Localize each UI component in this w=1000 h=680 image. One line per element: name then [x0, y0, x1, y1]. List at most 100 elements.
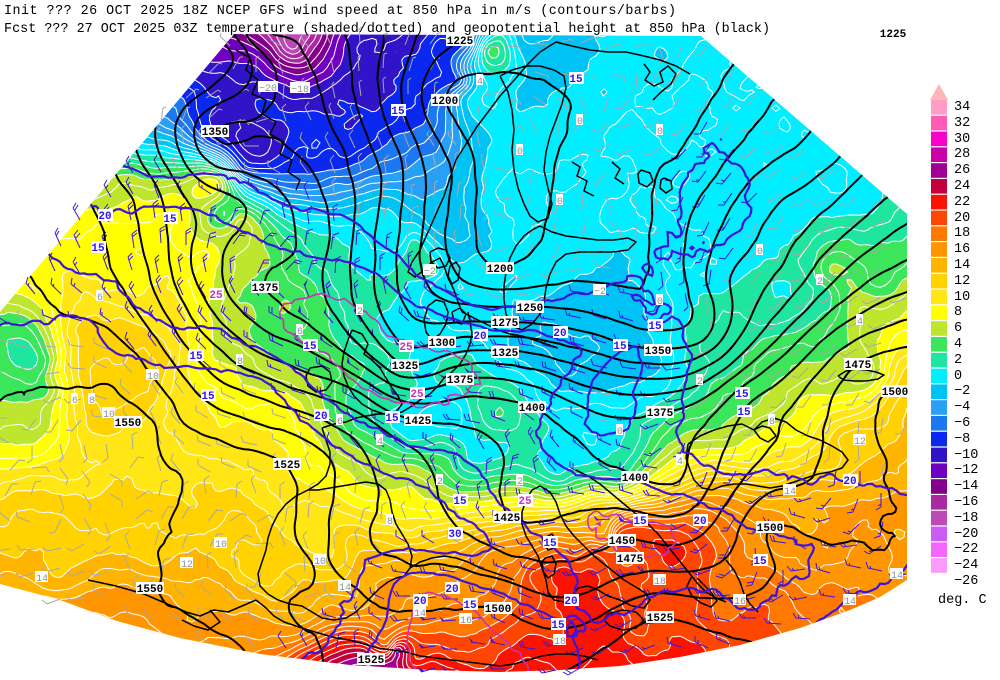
svg-text:14: 14: [339, 583, 351, 594]
svg-text:−2: −2: [424, 267, 436, 278]
svg-text:12: 12: [854, 437, 866, 448]
svg-text:1400: 1400: [519, 403, 545, 415]
svg-text:14: 14: [891, 571, 903, 582]
svg-text:14: 14: [954, 258, 970, 273]
svg-text:15: 15: [569, 74, 583, 86]
svg-text:1525: 1525: [274, 460, 301, 472]
svg-text:10: 10: [954, 290, 970, 305]
svg-text:0: 0: [954, 369, 962, 384]
svg-text:−4: −4: [954, 400, 970, 415]
svg-text:25: 25: [410, 389, 424, 401]
svg-text:4: 4: [857, 317, 863, 328]
svg-text:−12: −12: [954, 463, 978, 478]
svg-text:−20: −20: [954, 527, 978, 542]
svg-text:8: 8: [769, 417, 775, 428]
svg-text:2: 2: [357, 307, 363, 318]
svg-text:20: 20: [564, 596, 577, 608]
svg-text:1325: 1325: [492, 348, 519, 360]
svg-text:18: 18: [654, 577, 666, 588]
svg-text:15: 15: [737, 407, 751, 419]
svg-text:8: 8: [237, 357, 243, 368]
svg-text:20: 20: [98, 211, 111, 223]
svg-text:30: 30: [448, 529, 461, 541]
svg-text:15: 15: [391, 106, 405, 118]
svg-text:15: 15: [385, 413, 399, 425]
svg-text:25: 25: [518, 496, 532, 508]
svg-text:20: 20: [693, 516, 706, 528]
svg-text:15: 15: [633, 516, 647, 528]
svg-text:1450: 1450: [609, 536, 635, 548]
svg-text:1525: 1525: [647, 613, 674, 625]
svg-text:deg. C: deg. C: [938, 593, 987, 608]
svg-text:1200: 1200: [487, 264, 513, 276]
svg-text:1525: 1525: [358, 655, 385, 667]
svg-text:−18: −18: [291, 85, 309, 96]
svg-text:1375: 1375: [447, 375, 474, 387]
svg-text:18: 18: [954, 226, 970, 241]
svg-text:−22: −22: [954, 542, 978, 557]
svg-text:22: 22: [954, 195, 970, 210]
svg-text:1500: 1500: [757, 523, 783, 535]
svg-text:0: 0: [657, 127, 663, 138]
svg-text:−26: −26: [954, 574, 978, 589]
svg-text:10: 10: [147, 372, 159, 383]
svg-text:15: 15: [189, 351, 203, 363]
svg-text:8: 8: [387, 517, 393, 528]
svg-text:12: 12: [954, 274, 970, 289]
svg-text:15: 15: [91, 243, 105, 255]
svg-text:16: 16: [954, 242, 970, 257]
svg-text:20: 20: [413, 596, 426, 608]
svg-text:2: 2: [697, 377, 703, 388]
svg-text:1475: 1475: [845, 360, 872, 372]
svg-text:8: 8: [954, 305, 962, 320]
svg-text:4: 4: [954, 337, 962, 352]
svg-text:10: 10: [314, 557, 326, 568]
svg-text:30: 30: [954, 132, 970, 147]
svg-text:14: 14: [36, 574, 48, 585]
svg-text:1300: 1300: [429, 338, 455, 350]
svg-text:6: 6: [954, 321, 962, 336]
svg-text:1550: 1550: [115, 418, 141, 430]
svg-text:1500: 1500: [882, 387, 908, 399]
svg-text:Init ??? 26 OCT 2025 18Z NCE: Init ??? 26 OCT 2025 18Z NCEP GFS wind s…: [4, 4, 676, 19]
svg-text:20: 20: [473, 331, 486, 343]
svg-text:1375: 1375: [252, 283, 279, 295]
svg-text:0: 0: [657, 297, 663, 308]
svg-text:2: 2: [437, 477, 443, 488]
svg-text:6: 6: [72, 396, 78, 407]
svg-text:1425: 1425: [494, 513, 521, 525]
svg-text:16: 16: [734, 597, 746, 608]
svg-text:8: 8: [89, 396, 95, 407]
svg-text:1250: 1250: [517, 303, 543, 315]
svg-text:1500: 1500: [485, 604, 511, 616]
svg-text:15: 15: [201, 391, 215, 403]
svg-text:15: 15: [648, 321, 662, 333]
svg-text:0: 0: [757, 247, 763, 258]
svg-text:6: 6: [337, 417, 343, 428]
svg-text:25: 25: [209, 290, 223, 302]
svg-text:1400: 1400: [622, 473, 648, 485]
svg-text:20: 20: [843, 476, 856, 488]
svg-text:34: 34: [954, 100, 970, 115]
svg-text:1325: 1325: [392, 361, 419, 373]
svg-text:1375: 1375: [647, 408, 674, 420]
svg-text:−24: −24: [954, 558, 978, 573]
svg-text:15: 15: [735, 389, 749, 401]
svg-text:20: 20: [445, 584, 458, 596]
svg-text:25: 25: [399, 342, 413, 354]
svg-text:15: 15: [303, 341, 317, 353]
svg-text:1225: 1225: [447, 36, 474, 48]
svg-text:10: 10: [215, 540, 227, 551]
svg-text:4: 4: [477, 77, 483, 88]
svg-text:14: 14: [784, 487, 796, 498]
svg-text:−16: −16: [954, 495, 978, 510]
svg-text:−14: −14: [954, 479, 978, 494]
svg-text:0: 0: [557, 197, 563, 208]
svg-text:1350: 1350: [645, 346, 671, 358]
svg-text:15: 15: [753, 556, 767, 568]
svg-text:−8: −8: [954, 432, 970, 447]
svg-text:2: 2: [817, 277, 823, 288]
svg-text:1475: 1475: [617, 554, 644, 566]
svg-text:24: 24: [954, 179, 970, 194]
svg-text:−20: −20: [259, 84, 277, 95]
